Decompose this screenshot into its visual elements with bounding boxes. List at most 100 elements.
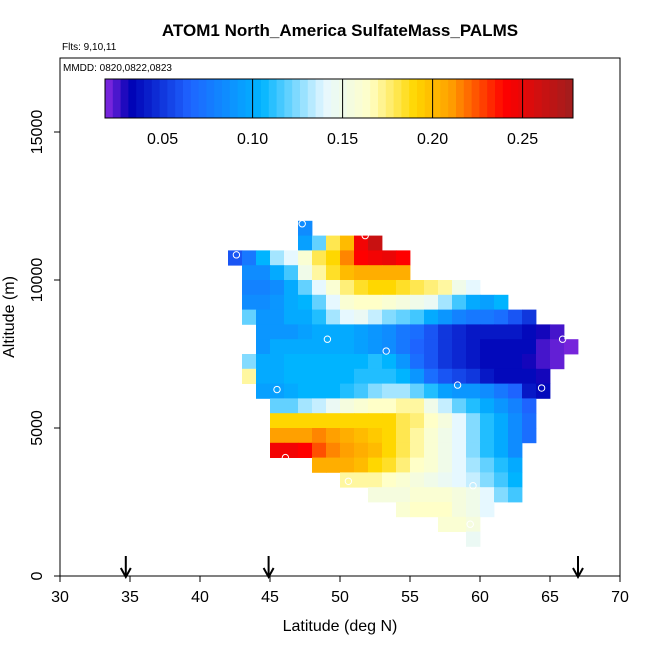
heatmap-cell (298, 442, 313, 458)
heatmap-cell (494, 413, 509, 429)
heatmap-cell (494, 398, 509, 414)
heatmap-cell (270, 280, 285, 296)
heatmap-cell (298, 294, 313, 310)
colorbar-swatch (276, 79, 285, 118)
heatmap-cell (354, 265, 369, 281)
colorbar-swatch (393, 79, 402, 118)
heatmap-cell (312, 354, 327, 370)
colorbar-swatch (557, 79, 566, 118)
y-tick-label: 5000 (29, 410, 46, 446)
heatmap-cell (396, 502, 411, 518)
heatmap-cell (480, 294, 495, 310)
colorbar-swatch (136, 79, 145, 118)
heatmap-cell (480, 383, 495, 399)
heatmap-cell (340, 383, 355, 399)
heatmap-cell (382, 368, 397, 384)
heatmap-cell (410, 398, 425, 414)
colorbar-swatch (237, 79, 246, 118)
heatmap-cell (396, 472, 411, 488)
heatmap-cell (312, 324, 327, 340)
colorbar-swatch (128, 79, 137, 118)
heatmap-cell (312, 294, 327, 310)
heatmap-cell (298, 428, 313, 444)
heatmap-cell (242, 368, 257, 384)
heatmap-cell (270, 398, 285, 414)
heatmap-cell (452, 398, 467, 414)
x-tick-label: 55 (401, 589, 419, 606)
heatmap-cell (326, 413, 341, 429)
heatmap-cell (410, 294, 425, 310)
heatmap-cell (480, 324, 495, 340)
heatmap-cell (550, 324, 565, 340)
heatmap-cell (354, 428, 369, 444)
heatmap-cell (410, 339, 425, 355)
heatmap-cell (354, 354, 369, 370)
x-tick-label: 30 (51, 589, 69, 606)
heatmap-cell (466, 309, 481, 325)
heatmap-cell (438, 324, 453, 340)
heatmap-cell (382, 383, 397, 399)
heatmap-cell (368, 354, 383, 370)
heatmap-cell (270, 309, 285, 325)
heatmap-cell (410, 309, 425, 325)
heatmap-cell (452, 368, 467, 384)
heatmap-cell (438, 516, 453, 532)
colorbar-swatch (190, 79, 200, 118)
heatmap-cell (494, 354, 509, 370)
colorbar-swatch (456, 79, 465, 118)
colorbar-swatch (222, 79, 231, 118)
heatmap-cell (284, 368, 299, 384)
heatmap-cell (452, 309, 467, 325)
colorbar-frame (104, 78, 574, 119)
heatmap-cell (480, 502, 495, 518)
heatmap-cell (284, 265, 299, 281)
heatmap-cell (382, 354, 397, 370)
colorbar-swatch (300, 79, 309, 118)
heatmap-cell (242, 250, 257, 266)
heatmap-cell (508, 457, 523, 473)
heatmap-cell (284, 339, 299, 355)
colorbar-swatch (198, 79, 207, 118)
heatmap-cell (298, 354, 313, 370)
arrow-head (572, 567, 584, 580)
heatmap-cell (494, 294, 509, 310)
heatmap-cell (256, 339, 271, 355)
colorbar-tick-label: 0.20 (417, 131, 448, 148)
heatmap-cell (508, 383, 523, 399)
colorbar-swatch (409, 79, 418, 118)
heatmap-cell (424, 457, 439, 473)
heatmap-cell (256, 280, 271, 296)
heatmap-cell (522, 309, 537, 325)
heatmap-cell (508, 339, 523, 355)
colorbar-swatch (362, 79, 371, 118)
heatmap-cell (382, 324, 397, 340)
heatmap-cell (382, 413, 397, 429)
heatmap-cell (368, 413, 383, 429)
colorbar-swatch (495, 79, 504, 118)
heatmap-cell (368, 280, 383, 296)
heatmap-cell (354, 472, 369, 488)
heatmap-cell (242, 309, 257, 325)
heatmap-cell (466, 324, 481, 340)
heatmap-cell (368, 324, 383, 340)
heatmap-cell (368, 457, 383, 473)
colorbar-swatch (502, 79, 512, 118)
heatmap-cell (410, 428, 425, 444)
heatmap-cell (298, 413, 313, 429)
heatmap-cell (466, 413, 481, 429)
heatmap-cell (242, 280, 257, 296)
heatmap-cell (480, 428, 495, 444)
colorbar-swatch (229, 79, 239, 118)
heatmap-cell (424, 354, 439, 370)
sample-marker (558, 335, 567, 343)
colorbar-swatch (183, 79, 192, 118)
heatmap-cell (424, 428, 439, 444)
heatmap-cell (284, 428, 299, 444)
heatmap-cell (452, 294, 467, 310)
heatmap-cell (494, 368, 509, 384)
heatmap-cell (396, 250, 411, 266)
colorbar-swatch (378, 79, 387, 118)
heatmap-cell (312, 398, 327, 414)
heatmap-cell (410, 324, 425, 340)
heatmap-cell (522, 368, 537, 384)
